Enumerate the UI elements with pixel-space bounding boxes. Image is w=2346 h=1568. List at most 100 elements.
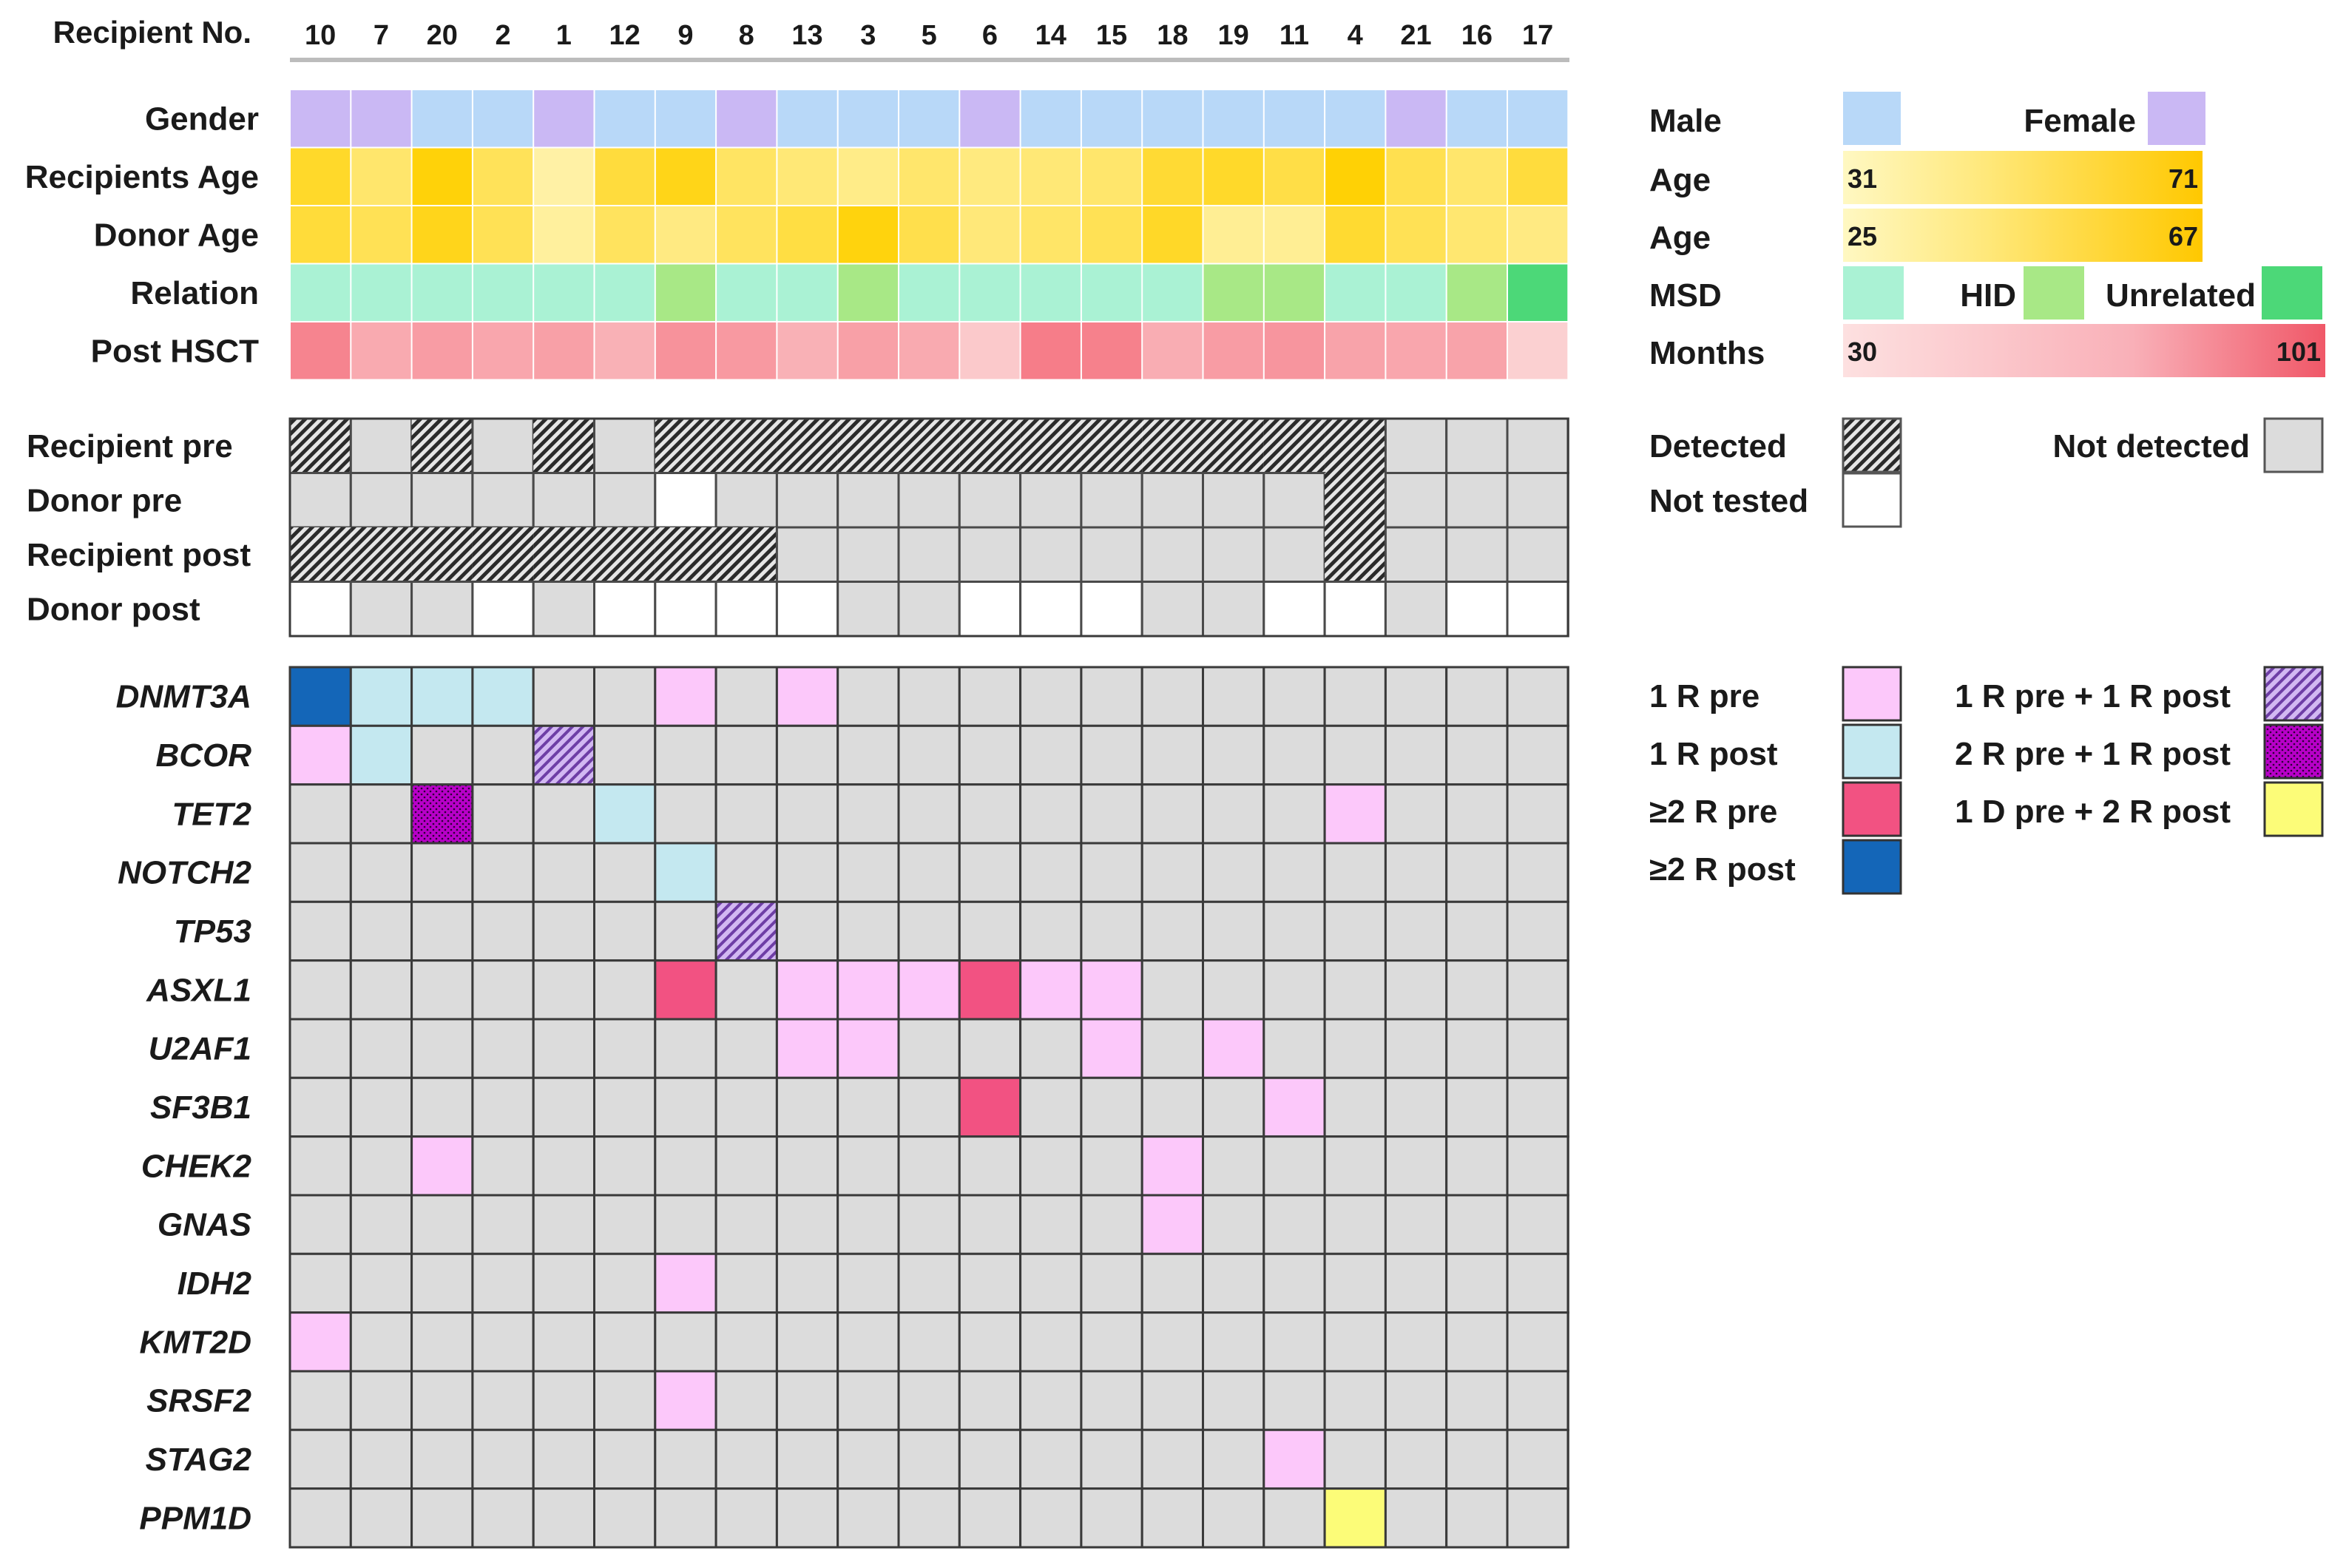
testing-cell: [410, 581, 474, 638]
mutation-cell-empty: [836, 842, 900, 903]
testing-row-label: Donor post: [27, 591, 200, 627]
mutation-cell-r1pre: [775, 666, 839, 727]
gene-label: DNMT3A: [116, 679, 251, 715]
legend-months-bar: [1843, 324, 2325, 377]
mutation-cell-empty: [1384, 1252, 1448, 1314]
mutation-cell-empty: [1384, 1076, 1448, 1138]
clinical-cell-relation: [351, 264, 411, 321]
testing-cell: [593, 581, 657, 638]
gene-label: TP53: [174, 913, 251, 950]
clinical-cell-donor_age: [899, 206, 959, 263]
mutation-cell-empty: [1202, 1076, 1265, 1138]
clinical-cell-post_hsct: [960, 322, 1020, 379]
testing-cell: [1506, 417, 1569, 474]
mutation-cell-r1pre_r1post: [532, 724, 596, 786]
clinical-cell-recipient_age: [534, 148, 594, 205]
mutation-cell-empty: [471, 959, 535, 1021]
mutation-cell-empty: [897, 1487, 961, 1549]
mutation-cell-r1pre: [1080, 959, 1143, 1021]
testing-cell: [1140, 472, 1204, 529]
mutation-cell-empty: [471, 1135, 535, 1197]
mutation-cell-empty: [654, 1487, 717, 1549]
testing-cell: [411, 419, 473, 473]
clinical-cell-donor_age: [1143, 206, 1203, 263]
mutation-cell-empty: [1506, 724, 1569, 786]
mutation-cell-empty: [775, 1487, 839, 1549]
clinical-cell-donor_age: [291, 206, 351, 263]
mutation-cell-empty: [532, 900, 596, 962]
mutation-cell-empty: [288, 1018, 352, 1079]
mutation-cell-empty: [1019, 1487, 1083, 1549]
testing-cell: [1019, 581, 1083, 638]
mutation-cell-r1pre: [836, 959, 900, 1021]
mutation-cell-empty: [654, 1194, 717, 1255]
legend-male-swatch: [1843, 92, 1901, 145]
clinical-cell-recipient_age: [1081, 148, 1142, 205]
testing-cell: [897, 472, 961, 529]
clinical-cell-post_hsct: [473, 322, 533, 379]
mutation-cell-empty: [1506, 842, 1569, 903]
mutation-cell-empty: [714, 666, 778, 727]
mutation-cell-r2post: [288, 666, 352, 727]
testing-cell: [349, 472, 413, 529]
clinical-cell-relation: [1081, 264, 1142, 321]
mutation-cell-empty: [836, 1135, 900, 1197]
clinical-cell-relation: [1203, 264, 1263, 321]
mutation-cell-empty: [471, 1311, 535, 1373]
clinical-cell-recipient_age: [777, 148, 837, 205]
clinical-cell-gender: [473, 90, 533, 147]
recipient-header: Recipient No.: [53, 15, 251, 50]
mutation-cell-r1pre: [654, 666, 717, 727]
mutation-cell-empty: [714, 1076, 778, 1138]
mutation-cell-empty: [288, 1252, 352, 1314]
clinical-cell-donor_age: [717, 206, 777, 263]
mutation-cell-r1pre: [288, 1311, 352, 1373]
mutation-cell-empty: [1202, 1487, 1265, 1549]
testing-cell: [1262, 472, 1326, 529]
mutation-cell-empty: [714, 959, 778, 1021]
testing-cell: [655, 419, 717, 473]
mutation-cell-empty: [1262, 959, 1326, 1021]
clinical-cell-post_hsct: [412, 322, 472, 379]
testing-cell: [288, 581, 352, 638]
legend-detected-swatch: [1842, 417, 1902, 473]
mutation-cell-empty: [349, 1018, 413, 1079]
recipient-number: 18: [1157, 20, 1188, 51]
clinical-cell-gender: [717, 90, 777, 147]
testing-cell: [1325, 527, 1386, 582]
recipient-number: 10: [305, 20, 336, 51]
mutation-cell-empty: [1323, 959, 1387, 1021]
legend-donor-age-bar: [1843, 209, 2203, 262]
clinical-cell-gender: [1508, 90, 1568, 147]
legend-not-tested-label: Not tested: [1649, 483, 1808, 519]
testing-cell: [958, 581, 1022, 638]
testing-cell: [1506, 472, 1569, 529]
mutation-cell-empty: [1445, 1135, 1509, 1197]
mutation-cell-empty: [1140, 1076, 1204, 1138]
mutation-cell-empty: [1202, 724, 1265, 786]
mutation-cell-empty: [349, 1370, 413, 1431]
clinical-cell-donor_age: [1021, 206, 1081, 263]
mutation-cell-empty: [654, 900, 717, 962]
testing-cell: [654, 581, 717, 638]
testing-cell: [1140, 581, 1204, 638]
legend-r1post-swatch: [1842, 723, 1902, 780]
testing-cell: [959, 419, 1021, 473]
mutation-cell-empty: [654, 1428, 717, 1490]
testing-cell: [837, 419, 899, 473]
mutation-cell-empty: [1080, 1135, 1143, 1197]
mutation-cell-empty: [654, 1135, 717, 1197]
testing-cell: [533, 419, 595, 473]
mutation-cell-empty: [714, 1487, 778, 1549]
mutation-cell-empty: [714, 842, 778, 903]
mutation-cell-empty: [714, 1018, 778, 1079]
mutation-cell-empty: [532, 1252, 596, 1314]
clinical-row-label: Gender: [145, 101, 259, 137]
testing-cell: [897, 581, 961, 638]
clinical-cell-relation: [1264, 264, 1325, 321]
mutation-cell-empty: [1445, 900, 1509, 962]
mutation-cell-empty: [1202, 783, 1265, 845]
clinical-cell-recipient_age: [838, 148, 898, 205]
mutation-cell-empty: [1323, 1018, 1387, 1079]
mutation-cell-empty: [1506, 1428, 1569, 1490]
